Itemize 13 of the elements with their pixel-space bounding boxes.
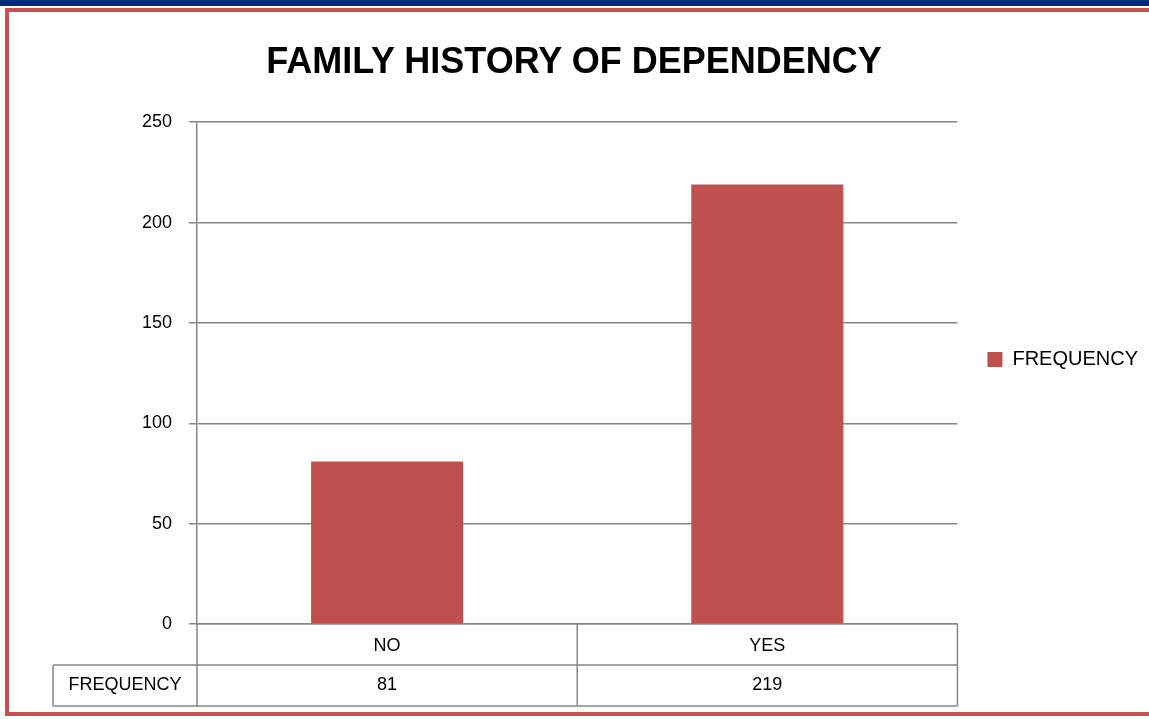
- y-tick-label: 100: [141, 412, 172, 433]
- y-tick-label: 50: [151, 512, 172, 533]
- chart-title: FAMILY HISTORY OF DEPENDENCY: [266, 39, 882, 81]
- x-tick-label: YES: [749, 634, 786, 655]
- y-tick-label: 200: [141, 211, 172, 232]
- x-tick-label: NO: [373, 634, 401, 655]
- y-tick-label: 150: [141, 311, 172, 332]
- y-tick-label: 250: [141, 111, 172, 132]
- data-label: 219: [752, 674, 783, 695]
- legend-label: FREQUENCY: [1012, 347, 1139, 370]
- data-label: 81: [377, 674, 398, 695]
- y-tick-label: 0: [161, 612, 172, 633]
- text: FREQUENCY: [68, 674, 182, 695]
